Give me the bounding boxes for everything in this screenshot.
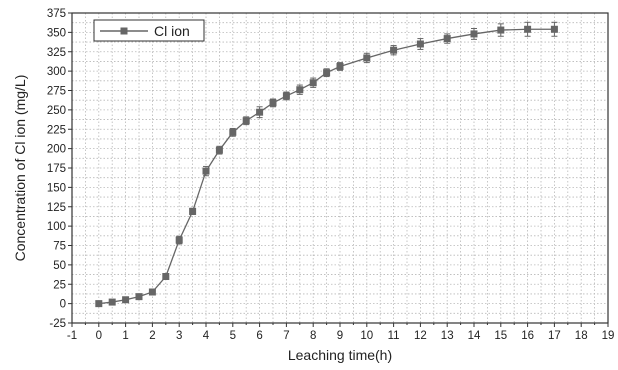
y-tick-label: 150 <box>47 182 66 194</box>
x-tick-label: 1 <box>122 330 128 342</box>
data-point <box>229 128 237 136</box>
x-tick-label: 16 <box>521 330 534 342</box>
axis-ticks <box>68 12 609 327</box>
data-point <box>282 92 290 100</box>
x-tick-label: 12 <box>414 330 427 342</box>
y-tick-label: -25 <box>49 318 66 330</box>
x-tick-label: 6 <box>256 330 262 342</box>
x-tick-label: 10 <box>360 330 373 342</box>
data-point <box>108 298 116 306</box>
data-point <box>497 26 505 34</box>
x-tick-label: 5 <box>230 330 236 342</box>
y-tick-label: 0 <box>60 299 66 311</box>
data-point <box>336 62 344 70</box>
data-point <box>135 293 143 301</box>
y-tick-label: 275 <box>47 86 66 98</box>
grid-lines <box>72 13 608 323</box>
data-point <box>256 108 264 116</box>
legend-marker-square <box>120 27 128 35</box>
data-point <box>416 40 424 48</box>
data-point <box>215 146 223 154</box>
x-tick-label: 9 <box>337 330 343 342</box>
y-tick-label: 25 <box>53 279 66 291</box>
y-axis-tick-labels: -25 0 25 50 75 100 125 150 175 200 225 250 275 300 325… <box>47 8 66 330</box>
data-point <box>309 79 317 87</box>
x-axis-tick-labels: -1 0 1 2 3 4 5 6 7 8 9 10 11 12 13 14 15 16 17 18 19 <box>67 330 615 342</box>
x-tick-label: 7 <box>283 330 289 342</box>
data-point <box>175 236 183 244</box>
legend-label: Cl ion <box>154 23 190 39</box>
data-point <box>296 86 304 94</box>
data-point <box>323 69 331 77</box>
y-tick-label: 225 <box>47 124 66 136</box>
y-tick-label: 325 <box>47 47 66 59</box>
x-tick-label: 19 <box>602 330 615 342</box>
x-tick-label: 17 <box>548 330 561 342</box>
data-point <box>122 296 130 304</box>
x-tick-label: 8 <box>310 330 316 342</box>
x-tick-label: 4 <box>203 330 210 342</box>
x-tick-label: 15 <box>494 330 507 342</box>
data-point <box>363 54 371 62</box>
x-tick-label: 2 <box>149 330 155 342</box>
data-point <box>95 300 103 308</box>
x-tick-label: -1 <box>67 330 77 342</box>
data-point <box>242 117 250 125</box>
series-cl-ion <box>95 21 558 308</box>
data-point <box>470 30 478 38</box>
x-tick-label: 18 <box>575 330 588 342</box>
y-tick-label: 125 <box>47 202 66 214</box>
x-tick-label: 3 <box>176 330 182 342</box>
y-axis-title: Concentration of Cl ion (mg/L) <box>12 75 28 262</box>
y-tick-label: 200 <box>47 144 66 156</box>
y-tick-label: 75 <box>53 241 66 253</box>
data-point <box>269 99 277 107</box>
data-point <box>189 207 197 215</box>
legend: Cl ion <box>93 19 205 42</box>
data-point <box>202 167 210 175</box>
x-axis-title: Leaching time(h) <box>288 347 392 363</box>
y-tick-label: 50 <box>53 260 66 272</box>
data-point <box>524 25 532 33</box>
data-point <box>443 35 451 43</box>
y-tick-label: 175 <box>47 163 66 175</box>
data-point <box>550 25 558 33</box>
x-tick-label: 13 <box>441 330 454 342</box>
x-tick-label: 0 <box>96 330 102 342</box>
y-tick-label: 375 <box>47 8 66 20</box>
data-point <box>162 273 170 280</box>
x-tick-label: 11 <box>388 330 400 342</box>
y-tick-label: 300 <box>47 66 66 78</box>
y-tick-label: 350 <box>47 27 66 39</box>
x-tick-label: 14 <box>468 330 481 342</box>
data-point <box>390 46 398 54</box>
data-point <box>148 288 156 296</box>
y-tick-label: 100 <box>47 221 66 233</box>
legend-box <box>93 19 205 42</box>
y-tick-label: 250 <box>47 105 66 117</box>
